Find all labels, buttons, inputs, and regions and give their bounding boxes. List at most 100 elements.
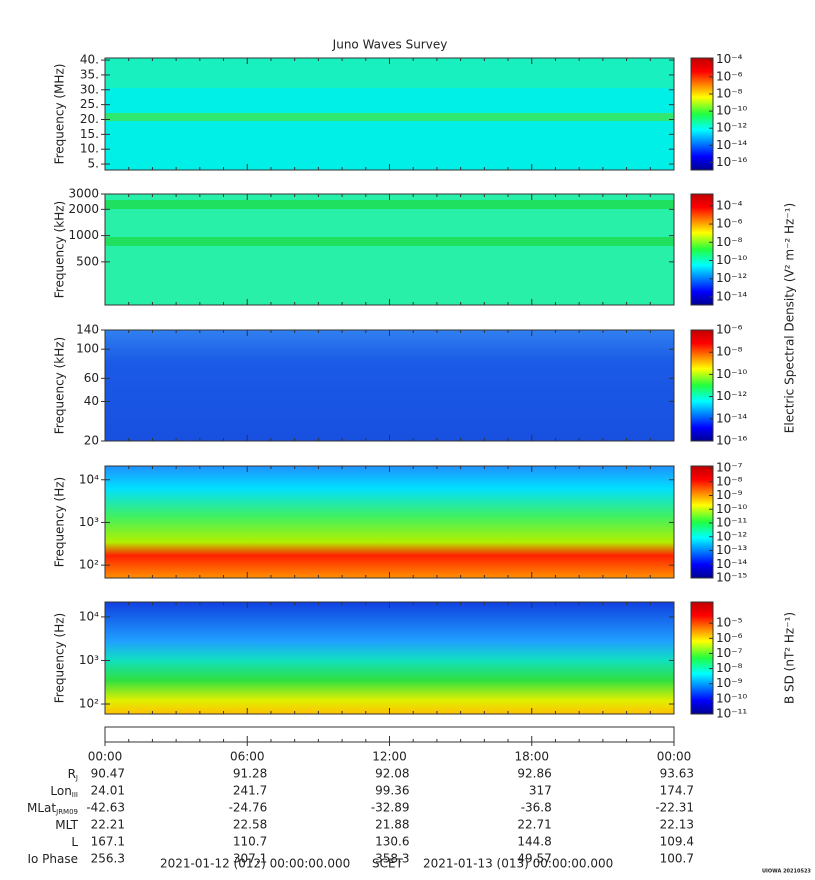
ephemeris-sub: J xyxy=(75,774,78,782)
y-axis-label: Frequency (kHz) xyxy=(53,337,67,434)
x-tick-label: 12:00 xyxy=(372,750,407,764)
ephemeris-value: 110.7 xyxy=(233,835,267,849)
ephemeris-value: 317 xyxy=(529,784,552,798)
colorbar-tick-label: 10⁻⁶ xyxy=(716,323,743,337)
ephemeris-sub: III xyxy=(72,791,78,799)
colorbar-tick-label: 10⁻¹⁰ xyxy=(716,691,747,705)
colorbar-tick-label: 10⁻⁴ xyxy=(716,52,743,66)
y-tick-label: 25. xyxy=(80,97,99,111)
ephemeris-label: RJ xyxy=(68,767,78,783)
colorbar-tick-label: 10⁻¹³ xyxy=(716,543,747,557)
colorbar-tick-label: 10⁻⁵ xyxy=(716,616,743,630)
colorbar-tick-label: 10⁻⁹ xyxy=(716,676,743,690)
ephemeris-name: MLat xyxy=(27,801,56,815)
colorbar-tick-label: 10⁻¹² xyxy=(716,389,747,403)
ephemeris-label: MLT xyxy=(55,818,78,832)
x-tick-label: 00:00 xyxy=(657,750,692,764)
ephemeris-name: L xyxy=(71,835,78,849)
ephemeris-value: 100.7 xyxy=(660,852,694,866)
y-tick-label: 10³ xyxy=(79,653,99,667)
colorbar-tick-label: 10⁻⁸ xyxy=(716,86,743,100)
colorbar-tick-label: 10⁻¹⁶ xyxy=(716,155,747,169)
x-tick-label: 00:00 xyxy=(88,750,123,764)
colorbar xyxy=(690,57,714,171)
ephemeris-name: Io Phase xyxy=(27,852,78,866)
spectrogram-2 xyxy=(105,194,674,305)
y-tick-label: 10² xyxy=(79,558,99,572)
ephemeris-label: Io Phase xyxy=(27,852,78,866)
y-tick-label: 5. xyxy=(88,157,99,171)
y-tick-label: 20 xyxy=(84,434,99,448)
colorbar-tick-label: 10⁻⁶ xyxy=(716,69,743,83)
colorbar-tick-label: 10⁻⁸ xyxy=(716,661,743,675)
y-tick-label: 10⁴ xyxy=(79,472,99,486)
band xyxy=(105,200,674,209)
colorbar-tick-label: 10⁻⁶ xyxy=(716,631,743,645)
ephemeris-label: L xyxy=(71,835,78,849)
ephemeris-value: 92.86 xyxy=(517,767,551,781)
y-tick-label: 30. xyxy=(80,82,99,96)
band xyxy=(105,237,674,246)
x-tick-label: 18:00 xyxy=(514,750,549,764)
ephemeris-value: 99.36 xyxy=(375,784,409,798)
ephemeris-value: 49.57 xyxy=(517,852,551,866)
ephemeris-value: 22.21 xyxy=(91,818,125,832)
colorbar-label: B SD (nT² Hz⁻¹) xyxy=(783,612,797,704)
colorbar xyxy=(690,601,714,715)
ephemeris-value: 130.6 xyxy=(375,835,409,849)
colorbar-tick-label: 10⁻¹¹ xyxy=(716,516,747,530)
colorbar-tick-label: 10⁻¹⁰ xyxy=(716,367,747,381)
ephemeris-value: 92.08 xyxy=(375,767,409,781)
y-tick-label: 35. xyxy=(80,67,99,81)
ephemeris-value: 22.71 xyxy=(517,818,551,832)
ephemeris-value: 90.47 xyxy=(91,767,125,781)
colorbar-tick-label: 10⁻¹² xyxy=(716,121,747,135)
spectrogram-images xyxy=(105,58,674,714)
y-tick-label: 2000 xyxy=(68,202,99,216)
y-tick-label: 40. xyxy=(80,53,99,67)
ephemeris-value: 91.28 xyxy=(233,767,267,781)
y-tick-label: 500 xyxy=(76,254,99,268)
ephemeris-value: 93.63 xyxy=(660,767,694,781)
ephemeris-value: 167.1 xyxy=(91,835,125,849)
ephemeris-value: 24.01 xyxy=(91,784,125,798)
colorbar-tick-label: 10⁻¹⁴ xyxy=(716,557,747,571)
ephemeris-name: R xyxy=(68,767,76,781)
y-tick-label: 3000 xyxy=(68,187,99,201)
colorbar-tick-label: 10⁻¹¹ xyxy=(716,707,747,721)
ephemeris-label: MLatJRM09 xyxy=(27,801,78,817)
colorbar-tick-label: 10⁻¹⁰ xyxy=(716,104,747,118)
ephemeris-value: 241.7 xyxy=(233,784,267,798)
ephemeris-value: -42.63 xyxy=(86,801,125,815)
ephemeris-value: -22.31 xyxy=(655,801,694,815)
y-axis-label: Frequency (Hz) xyxy=(53,477,67,568)
colorbar-tick-label: 10⁻¹⁰ xyxy=(716,253,747,267)
y-axis-label: Frequency (kHz) xyxy=(53,201,67,298)
spectrogram-3 xyxy=(105,330,674,441)
colorbar-tick-label: 10⁻¹⁴ xyxy=(716,411,747,425)
chart-title: Juno Waves Survey xyxy=(332,38,448,52)
colorbar-tick-label: 10⁻⁴ xyxy=(716,198,743,212)
ephemeris-name: MLT xyxy=(55,818,78,832)
y-axis-label: Frequency (Hz) xyxy=(53,613,67,704)
colorbar-tick-label: 10⁻⁶ xyxy=(716,217,743,231)
y-tick-label: 100 xyxy=(76,342,99,356)
footer-end: 2021-01-13 (013) 00:00:00.000 xyxy=(423,857,613,871)
colorbar-label: Electric Spectral Density (V² m⁻² Hz⁻¹) xyxy=(783,203,797,433)
colorbar-tick-label: 10⁻¹⁵ xyxy=(716,571,747,585)
ephemeris-value: -32.89 xyxy=(371,801,410,815)
ephemeris-sub: JRM09 xyxy=(55,808,78,816)
colorbar-tick-label: 10⁻¹² xyxy=(716,529,747,543)
y-tick-label: 10⁴ xyxy=(79,609,99,623)
y-tick-label: 20. xyxy=(80,112,99,126)
colorbar-tick-label: 10⁻¹² xyxy=(716,271,747,285)
y-tick-label: 10³ xyxy=(79,515,99,529)
ephemeris-value: 109.4 xyxy=(660,835,694,849)
y-tick-label: 1000 xyxy=(68,228,99,242)
colorbar-tick-label: 10⁻¹⁴ xyxy=(716,289,747,303)
y-tick-label: 10. xyxy=(80,142,99,156)
colorbar-tick-label: 10⁻¹⁰ xyxy=(716,502,747,516)
ephemeris-label: LonIII xyxy=(50,784,78,800)
ephemeris-value: 144.8 xyxy=(517,835,551,849)
